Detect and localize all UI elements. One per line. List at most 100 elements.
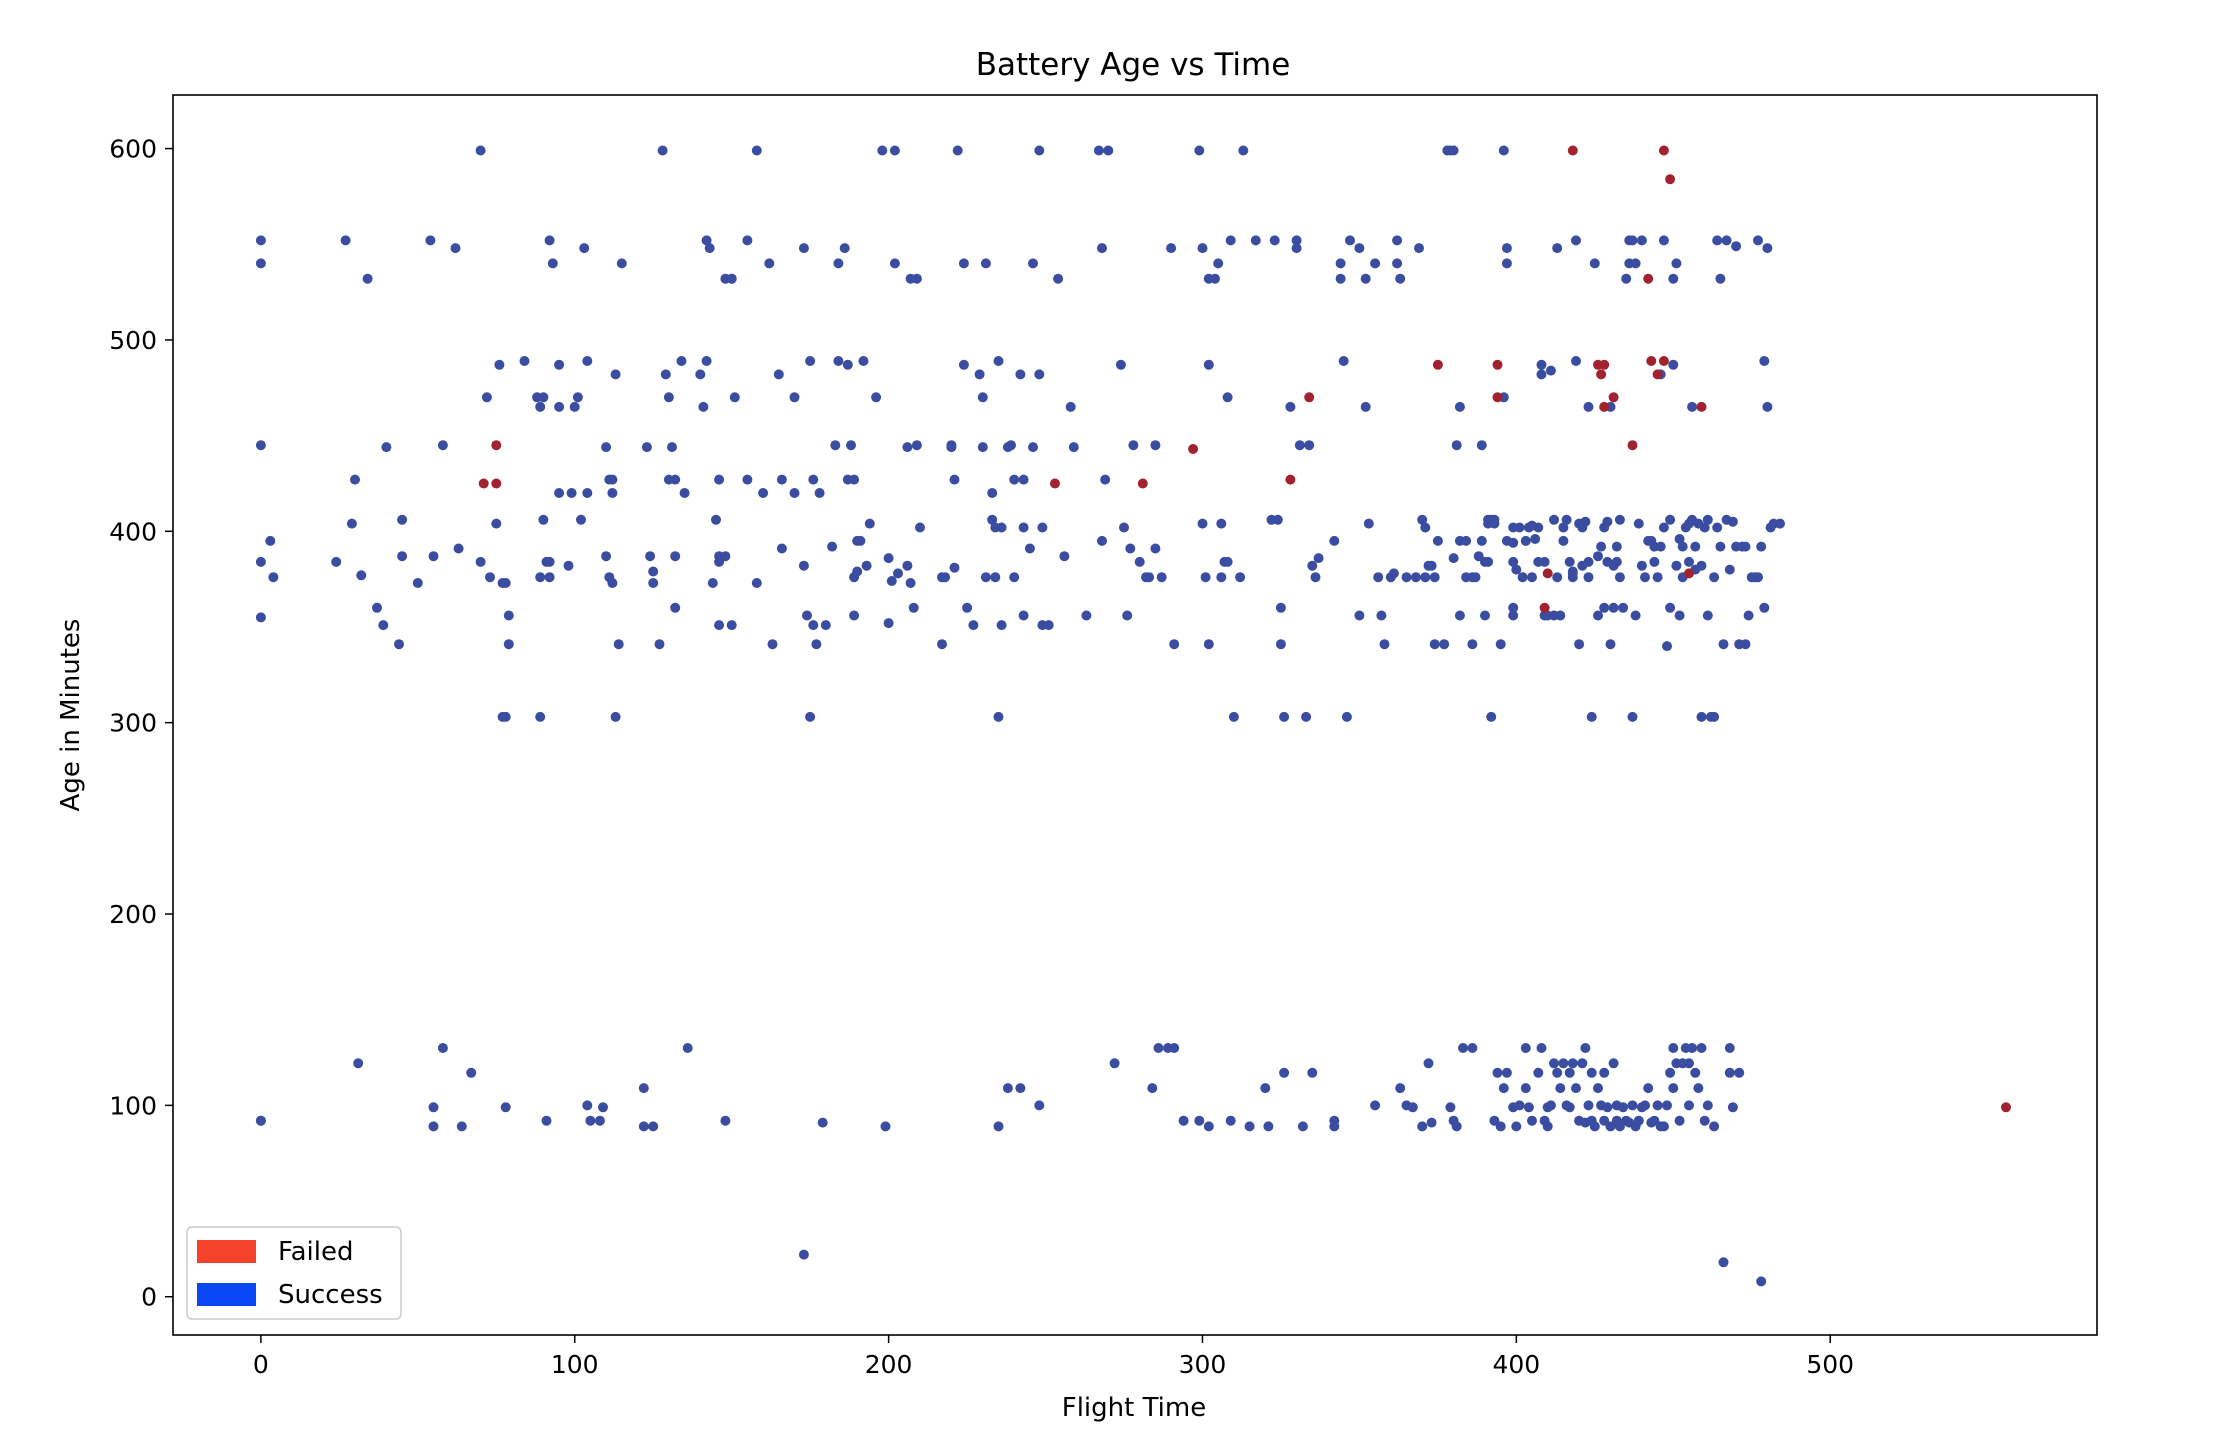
point-success-516 [1511,1121,1522,1132]
point-success-247 [1279,711,1290,722]
point-success-430 [1715,273,1726,284]
point-success-533 [1564,1067,1575,1078]
point-success-469 [638,1121,649,1132]
point-success-534 [1564,1102,1575,1113]
point-success-291 [1448,145,1459,156]
point-success-359 [1580,516,1591,527]
point-success-551 [1608,1058,1619,1069]
point-success-462 [466,1067,477,1078]
point-success-192 [1024,543,1035,554]
point-success-175 [980,572,991,583]
point-success-363 [1586,711,1597,722]
y-tick-label: 300 [109,709,157,738]
point-success-6 [265,535,276,546]
point-success-204 [1081,610,1092,621]
point-success-193 [1028,258,1038,269]
point-success-344 [1552,243,1563,254]
point-success-323 [1508,610,1519,621]
point-success-180 [993,711,1004,722]
point-success-483 [1153,1043,1164,1053]
point-success-160 [937,639,947,650]
point-success-541 [1583,1100,1594,1111]
point-success-275 [1392,258,1403,269]
point-success-103 [726,273,737,284]
point-success-400 [1658,235,1669,246]
point-success-209 [1103,145,1114,156]
point-success-420 [1696,711,1707,722]
point-success-2 [255,440,266,451]
point-failed-8 [1432,359,1443,370]
point-success-441 [1740,639,1751,650]
point-success-219 [1150,543,1161,554]
point-success-112 [776,474,787,485]
point-success-105 [742,474,753,485]
legend-swatch-failed [197,1240,256,1263]
point-success-240 [1238,145,1249,156]
point-success-151 [902,442,913,453]
point-success-15 [378,620,389,631]
point-failed-20 [1643,273,1654,284]
point-success-117 [798,243,809,254]
point-success-390 [1636,560,1647,571]
point-success-518 [1520,1043,1531,1053]
point-success-376 [1611,541,1622,552]
legend-swatch-success [197,1283,256,1306]
y-tick-label: 500 [109,326,157,355]
point-success-50 [544,572,555,583]
point-success-161 [940,572,951,583]
point-success-91 [704,243,715,254]
point-success-273 [1388,568,1399,579]
point-success-287 [1432,535,1443,546]
point-success-572 [1668,1083,1679,1094]
point-success-155 [908,602,919,613]
point-success-463 [500,1102,511,1113]
point-success-201 [1059,551,1070,562]
point-success-315 [1498,145,1509,156]
point-success-56 [572,392,583,403]
point-success-215 [1134,556,1145,567]
point-success-544 [1589,1121,1600,1132]
point-success-309 [1483,556,1494,567]
point-success-86 [679,488,690,498]
point-success-571 [1668,1043,1679,1053]
point-success-122 [811,639,822,650]
point-success-443 [1743,610,1754,621]
point-success-385 [1627,711,1638,722]
point-success-1 [255,258,266,269]
point-success-398 [1655,541,1666,552]
point-success-281 [1420,572,1431,583]
point-success-266 [1360,401,1371,412]
point-success-74 [648,566,659,577]
point-success-404 [1668,359,1679,370]
point-success-258 [1335,258,1346,269]
point-success-521 [1527,1115,1537,1126]
point-success-206 [1097,243,1107,254]
point-success-140 [858,356,869,366]
point-success-21 [425,235,436,246]
point-success-582 [1696,1043,1707,1053]
point-success-205 [1093,145,1104,156]
point-success-8 [340,235,351,246]
point-success-248 [1285,401,1296,412]
point-success-311 [1486,711,1497,722]
point-success-401 [1662,641,1672,652]
point-success-63 [607,474,618,485]
point-success-51 [535,711,546,722]
point-success-367 [1596,541,1607,552]
point-success-511 [1492,1067,1503,1078]
point-success-255 [1310,572,1321,583]
point-success-237 [1222,556,1233,567]
point-success-502 [1417,1121,1428,1132]
point-success-102 [720,551,731,562]
point-success-224 [1197,243,1208,254]
point-success-423 [1702,514,1713,525]
point-success-538 [1577,1058,1588,1069]
point-success-67 [607,578,618,588]
point-success-189 [1018,522,1029,533]
point-success-197 [1037,522,1048,533]
point-success-22 [428,551,439,562]
point-success-174 [977,392,988,403]
point-success-494 [1297,1121,1308,1132]
point-success-119 [805,711,816,722]
